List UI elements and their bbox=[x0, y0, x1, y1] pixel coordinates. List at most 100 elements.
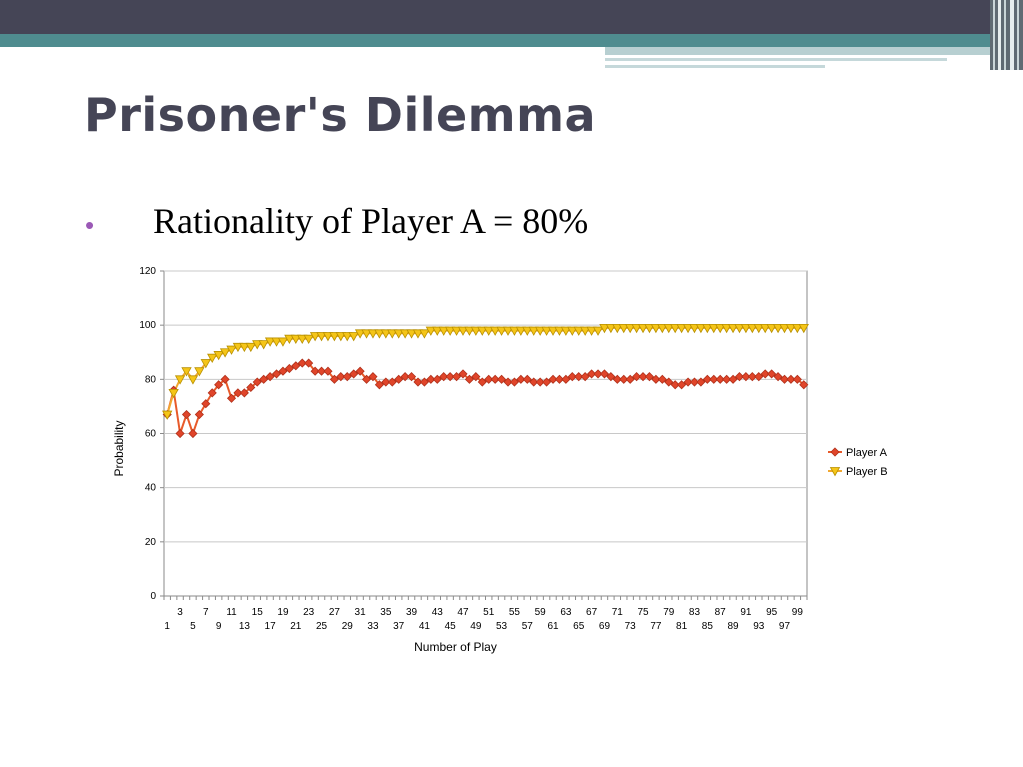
x-tick-label: 33 bbox=[367, 621, 379, 632]
data-point-player-b bbox=[657, 323, 668, 334]
data-point-player-b bbox=[637, 323, 649, 334]
data-point-player-a bbox=[728, 374, 738, 384]
x-tick-label: 99 bbox=[792, 607, 804, 618]
data-point-player-a bbox=[503, 377, 513, 387]
data-point-player-b bbox=[592, 326, 604, 336]
data-point-player-b bbox=[264, 337, 276, 347]
data-point-player-a bbox=[587, 369, 597, 379]
header-stripes-decoration bbox=[990, 0, 1023, 70]
x-tick-label: 59 bbox=[535, 607, 547, 618]
data-point-player-b bbox=[322, 332, 334, 342]
data-point-player-b bbox=[477, 326, 488, 336]
x-tick-label: 23 bbox=[303, 607, 315, 618]
x-tick-label: 31 bbox=[355, 607, 367, 618]
data-point-player-b bbox=[457, 326, 469, 336]
data-point-player-b bbox=[676, 323, 687, 334]
data-point-player-b bbox=[226, 345, 237, 355]
header-accent-band bbox=[0, 34, 1023, 47]
data-point-player-a bbox=[722, 374, 732, 384]
data-point-player-b bbox=[766, 323, 777, 334]
x-tick-label: 53 bbox=[496, 621, 508, 632]
data-point-player-a bbox=[664, 377, 674, 387]
data-point-player-a bbox=[657, 374, 667, 384]
data-point-player-a bbox=[439, 372, 449, 382]
data-point-player-b bbox=[271, 337, 282, 347]
data-point-player-a bbox=[175, 428, 185, 439]
x-tick-label: 85 bbox=[702, 621, 714, 632]
data-point-player-a bbox=[426, 374, 436, 384]
x-tick-label: 61 bbox=[547, 621, 559, 632]
data-point-player-b bbox=[162, 410, 173, 420]
data-point-player-a bbox=[349, 369, 359, 379]
data-point-player-a bbox=[259, 374, 269, 384]
data-point-player-a bbox=[239, 388, 249, 398]
data-point-player-a bbox=[458, 369, 468, 379]
x-tick-label: 29 bbox=[342, 621, 354, 632]
x-tick-label: 5 bbox=[190, 621, 196, 632]
data-point-player-b bbox=[560, 326, 572, 336]
data-point-player-b bbox=[509, 326, 520, 336]
data-point-player-b bbox=[207, 353, 218, 363]
data-point-player-b bbox=[618, 323, 629, 334]
data-point-player-b bbox=[612, 323, 623, 334]
data-point-player-a bbox=[361, 374, 372, 384]
y-tick-label: 40 bbox=[145, 483, 157, 494]
data-point-player-a bbox=[689, 377, 700, 387]
data-point-player-b bbox=[464, 326, 475, 336]
data-point-player-a bbox=[734, 372, 745, 382]
data-point-player-b bbox=[348, 332, 359, 342]
legend-label: Player A bbox=[846, 447, 888, 459]
x-tick-label: 27 bbox=[329, 607, 341, 618]
data-point-player-a bbox=[291, 361, 301, 371]
data-point-player-a bbox=[593, 369, 603, 379]
data-point-player-b bbox=[682, 323, 694, 334]
data-point-player-a bbox=[342, 372, 352, 382]
data-point-player-b bbox=[567, 326, 578, 336]
data-point-player-b bbox=[309, 332, 321, 342]
data-point-player-b bbox=[605, 323, 617, 334]
data-point-player-a bbox=[271, 369, 282, 379]
data-point-player-a bbox=[220, 374, 230, 384]
data-point-player-a bbox=[181, 409, 192, 420]
data-point-player-b bbox=[528, 326, 539, 336]
x-tick-label: 67 bbox=[586, 607, 598, 618]
data-point-player-b bbox=[734, 323, 745, 334]
data-point-player-b bbox=[670, 323, 681, 334]
x-tick-label: 83 bbox=[689, 607, 701, 618]
data-point-player-b bbox=[599, 323, 610, 334]
data-point-player-a bbox=[207, 388, 217, 398]
data-point-player-a bbox=[606, 372, 616, 382]
x-tick-label: 37 bbox=[393, 621, 405, 632]
data-point-player-b bbox=[239, 342, 250, 353]
x-tick-label: 91 bbox=[740, 607, 752, 618]
data-point-player-a bbox=[471, 372, 481, 382]
data-point-player-b bbox=[586, 326, 597, 336]
data-point-player-b bbox=[380, 329, 392, 339]
data-point-player-a bbox=[252, 377, 262, 387]
x-tick-label: 97 bbox=[779, 621, 791, 632]
data-point-player-b bbox=[740, 323, 752, 334]
data-point-player-a bbox=[278, 366, 288, 376]
data-point-player-b bbox=[438, 326, 449, 336]
data-point-player-a bbox=[567, 372, 577, 382]
data-point-player-b bbox=[335, 332, 347, 342]
data-point-player-a bbox=[316, 366, 327, 376]
data-point-player-b bbox=[470, 326, 482, 336]
data-point-player-b bbox=[181, 367, 192, 377]
data-point-player-b bbox=[374, 329, 385, 339]
data-point-player-a bbox=[509, 377, 520, 387]
data-point-player-b bbox=[515, 326, 527, 336]
data-point-player-b bbox=[785, 323, 797, 334]
data-point-player-a bbox=[561, 374, 571, 384]
header-bar bbox=[0, 0, 1023, 34]
data-point-player-a bbox=[670, 380, 680, 390]
data-point-player-b bbox=[303, 334, 314, 345]
x-tick-label: 25 bbox=[316, 621, 328, 632]
data-point-player-b bbox=[399, 329, 411, 339]
x-tick-label: 35 bbox=[380, 607, 392, 618]
data-point-player-a bbox=[741, 372, 751, 382]
x-tick-label: 19 bbox=[277, 607, 289, 618]
data-point-player-b bbox=[387, 329, 398, 339]
data-point-player-a bbox=[304, 358, 314, 368]
data-point-player-a bbox=[644, 372, 655, 382]
